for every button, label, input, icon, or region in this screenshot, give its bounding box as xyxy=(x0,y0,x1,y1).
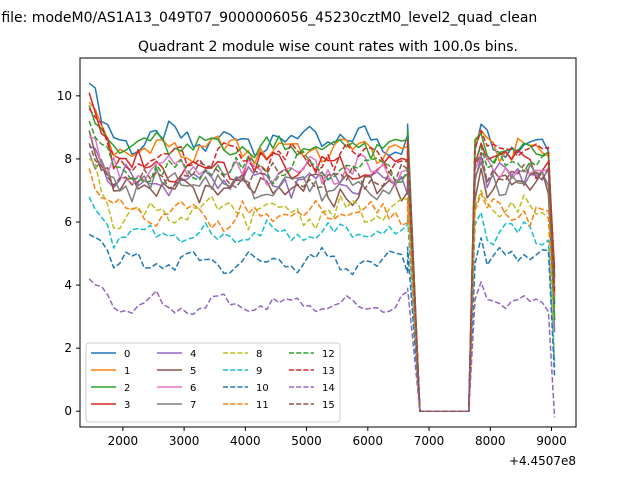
series-line-0 xyxy=(88,82,556,412)
plot-area: 2000 3000 4000 5000 6000 7000 8000 9000 0 2 4 6 8 10 0… xyxy=(57,57,577,448)
legend-label-1: 1 xyxy=(124,366,130,377)
legend-box xyxy=(85,342,341,423)
legend-label-4: 4 xyxy=(190,349,196,360)
series-line-11 xyxy=(88,168,556,412)
y-tick-label: 0 xyxy=(64,404,72,418)
series-line-9 xyxy=(88,196,556,412)
legend-label-6: 6 xyxy=(190,383,196,394)
figure-suptitle: n file: modeM0/AS1A13_049T07_9000006056_… xyxy=(0,10,537,26)
legend-label-15: 15 xyxy=(322,400,335,411)
y-tick-label: 4 xyxy=(64,278,72,292)
legend-label-3: 3 xyxy=(124,400,130,411)
y-tick-label: 10 xyxy=(57,89,72,103)
y-tick-label: 8 xyxy=(64,152,72,166)
chart-title: Quadrant 2 module wise count rates with … xyxy=(138,39,518,55)
series-line-10 xyxy=(88,233,556,412)
legend-label-8: 8 xyxy=(256,349,262,360)
legend-label-12: 12 xyxy=(322,349,335,360)
y-tick-label: 2 xyxy=(64,341,72,355)
series-line-15 xyxy=(88,142,556,412)
legend-label-9: 9 xyxy=(256,366,262,377)
legend-label-14: 14 xyxy=(322,383,335,394)
x-tick-label: 8000 xyxy=(475,434,506,448)
series-line-7 xyxy=(88,152,556,412)
y-tick-label: 6 xyxy=(64,215,72,229)
x-tick-label: 3000 xyxy=(169,434,200,448)
legend-label-7: 7 xyxy=(190,400,196,411)
series-line-14 xyxy=(88,278,556,418)
x-tick-label: 2000 xyxy=(108,434,139,448)
x-tick-label: 4000 xyxy=(230,434,261,448)
legend-label-10: 10 xyxy=(256,383,269,394)
x-offset-label: +4.4507e8 xyxy=(509,454,576,468)
legend-label-2: 2 xyxy=(124,383,130,394)
x-tick-label: 5000 xyxy=(291,434,322,448)
series-line-1 xyxy=(88,101,556,412)
x-tick-label: 6000 xyxy=(353,434,384,448)
series-line-13 xyxy=(88,108,556,412)
series-line-8 xyxy=(88,158,556,412)
x-tick-label: 9000 xyxy=(536,434,567,448)
series-line-2 xyxy=(88,105,556,412)
legend-label-13: 13 xyxy=(322,366,335,377)
plot-frame xyxy=(79,57,577,428)
legend-label-0: 0 xyxy=(124,349,130,360)
series-line-6 xyxy=(88,136,556,412)
series-line-12 xyxy=(88,120,556,412)
legend-label-11: 11 xyxy=(256,400,269,411)
x-tick-label: 7000 xyxy=(414,434,445,448)
legend-label-5: 5 xyxy=(190,366,196,377)
series-line-5 xyxy=(88,130,556,412)
